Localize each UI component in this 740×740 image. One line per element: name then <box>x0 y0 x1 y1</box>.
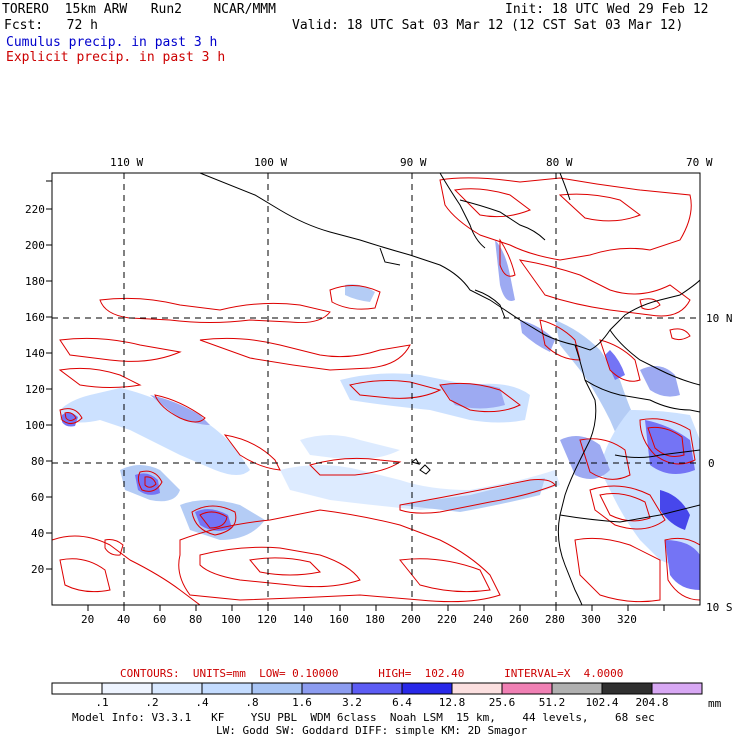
x-tick-label: 280 <box>545 613 565 626</box>
colorbar-swatch <box>601 682 653 695</box>
physics-info: LW: Godd SW: Goddard DIFF: simple KM: 2D… <box>216 724 528 737</box>
lon-label: 80 W <box>546 156 573 169</box>
colorbar-tick-label: .1 <box>95 696 109 709</box>
lat-label: 10 S <box>706 601 733 614</box>
colorbar-swatch <box>351 682 403 695</box>
y-tick-label: 120 <box>25 383 45 396</box>
colorbar-swatch <box>51 682 103 695</box>
colorbar-swatch <box>201 682 253 695</box>
y-tick-label: 220 <box>25 203 45 216</box>
colorbar-swatch <box>451 682 503 695</box>
lon-label: 70 W <box>686 156 713 169</box>
lon-label: 90 W <box>400 156 427 169</box>
colorbar <box>51 682 703 695</box>
y-tick-label: 40 <box>31 527 45 540</box>
y-tick-label: 180 <box>25 275 45 288</box>
y-tick-label: 100 <box>25 419 45 432</box>
colorbar-unit: mm <box>708 697 722 710</box>
x-tick-label: 60 <box>153 613 167 626</box>
explicit-legend: Explicit precip. in past 3 h <box>6 50 226 65</box>
lat-label: 0 <box>708 457 715 470</box>
y-tick-label: 80 <box>31 455 45 468</box>
colorbar-tick-label: .2 <box>145 696 159 709</box>
colorbar-tick-label: 6.4 <box>392 696 412 709</box>
explicit-precip-contours <box>52 177 700 605</box>
y-tick-label: 200 <box>25 239 45 252</box>
y-tick-label: 140 <box>25 347 45 360</box>
colorbar-swatch <box>251 682 303 695</box>
x-tick-label: 240 <box>473 613 493 626</box>
lon-label: 100 W <box>254 156 288 169</box>
init-time: Init: 18 UTC Wed 29 Feb 12 <box>505 2 709 17</box>
cumulus-legend: Cumulus precip. in past 3 h <box>6 35 218 50</box>
colorbar-tick-label: .8 <box>245 696 259 709</box>
y-tick-label: 160 <box>25 311 45 324</box>
colorbar-swatch <box>101 682 153 695</box>
x-tick-label: 180 <box>365 613 385 626</box>
colorbar-tick-label: 3.2 <box>342 696 362 709</box>
forecast-hour: Fcst: 72 h <box>4 18 98 33</box>
x-tick-label: 220 <box>437 613 457 626</box>
y-tick-label: 60 <box>31 491 45 504</box>
colorbar-tick-label: 51.2 <box>538 696 566 709</box>
valid-time: Valid: 18 UTC Sat 03 Mar 12 (12 CST Sat … <box>292 18 684 33</box>
model-info: Model Info: V3.3.1 KF YSU PBL WDM 6class… <box>72 711 655 724</box>
colorbar-swatch <box>651 682 703 695</box>
x-tick-label: 260 <box>509 613 529 626</box>
model-title: TORERO 15km ARW Run2 NCAR/MMM <box>2 2 276 17</box>
colorbar-swatch <box>301 682 353 695</box>
coastlines <box>199 173 700 605</box>
axis-ticks <box>46 180 665 611</box>
cumulus-precip-shading <box>60 240 700 590</box>
x-tick-label: 20 <box>81 613 95 626</box>
colorbar-tick-label: 204.8 <box>635 696 669 709</box>
colorbar-swatch <box>551 682 603 695</box>
colorbar-tick-label: 25.6 <box>488 696 516 709</box>
colorbar-swatch <box>151 682 203 695</box>
x-tick-label: 80 <box>189 613 203 626</box>
lat-label: 10 N <box>706 312 733 325</box>
colorbar-tick-label: .4 <box>195 696 209 709</box>
x-tick-label: 40 <box>117 613 131 626</box>
colorbar-tick-label: 12.8 <box>438 696 466 709</box>
x-tick-label: 120 <box>257 613 277 626</box>
y-tick-label: 20 <box>31 563 45 576</box>
x-tick-label: 300 <box>581 613 601 626</box>
colorbar-swatch <box>501 682 553 695</box>
colorbar-swatch <box>401 682 453 695</box>
latlon-grid <box>52 173 700 605</box>
contour-info: CONTOURS: UNITS=mm LOW= 0.10000 HIGH= 10… <box>120 667 624 680</box>
x-tick-label: 200 <box>401 613 421 626</box>
x-tick-label: 160 <box>329 613 349 626</box>
x-tick-label: 320 <box>617 613 637 626</box>
colorbar-tick-label: 1.6 <box>292 696 312 709</box>
x-tick-label: 100 <box>221 613 241 626</box>
colorbar-tick-label: 102.4 <box>585 696 619 709</box>
lon-label: 110 W <box>110 156 144 169</box>
x-tick-label: 140 <box>293 613 313 626</box>
